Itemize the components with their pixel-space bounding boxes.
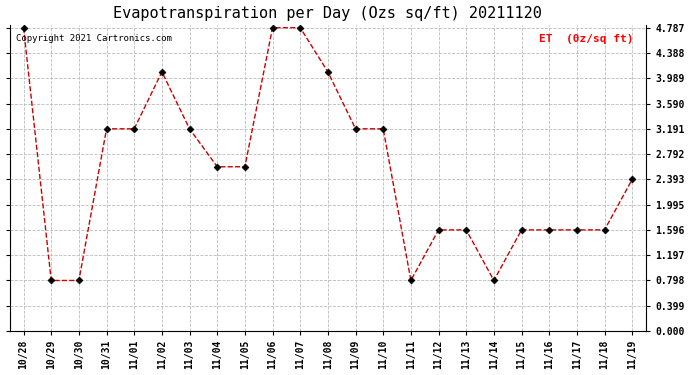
Title: Evapotranspiration per Day (Ozs sq/ft) 20211120: Evapotranspiration per Day (Ozs sq/ft) 2… [113, 6, 542, 21]
Text: Copyright 2021 Cartronics.com: Copyright 2021 Cartronics.com [16, 34, 172, 43]
Text: ET  (0z/sq ft): ET (0z/sq ft) [539, 34, 633, 44]
